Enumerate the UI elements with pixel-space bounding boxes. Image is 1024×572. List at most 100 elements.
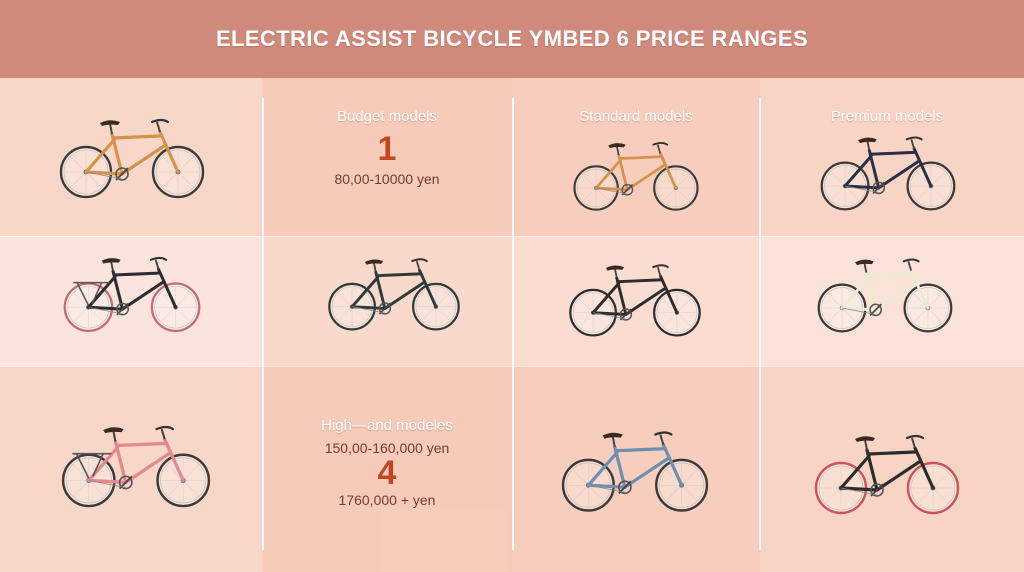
down-tube — [874, 282, 917, 312]
wheel-spoke — [676, 312, 692, 328]
bicycle-image — [814, 434, 960, 515]
high-end-label: High—and modeles — [321, 417, 453, 434]
top-tube — [868, 150, 916, 156]
wheel-spoke — [825, 472, 842, 489]
saddle — [364, 259, 384, 265]
top-tube — [111, 134, 162, 140]
wheel-spoke — [662, 187, 677, 202]
handlebar — [150, 118, 170, 124]
saddle — [605, 265, 625, 271]
wheel-spoke — [932, 472, 949, 489]
wheel-spoke — [578, 312, 594, 328]
fork — [163, 437, 185, 483]
bicycle-image — [63, 256, 201, 333]
wheel-spoke — [177, 156, 194, 173]
wheel-spoke — [162, 171, 179, 188]
wheel-spoke — [930, 171, 946, 187]
wheel-spoke — [73, 292, 89, 308]
wheel-spoke — [160, 307, 176, 323]
wheel-spoke — [183, 464, 200, 481]
chain — [593, 312, 626, 320]
wheel-spoke — [88, 480, 105, 497]
wheel-spoke — [70, 171, 87, 188]
seat-tube — [113, 439, 128, 485]
wheel-spoke — [588, 485, 605, 502]
wheel-spoke — [592, 312, 608, 328]
column-tint — [760, 78, 1024, 572]
wheel-spoke — [830, 171, 846, 187]
bicycle-image — [561, 431, 709, 512]
wheel-spoke — [421, 306, 437, 322]
handlebar — [905, 136, 923, 141]
wheel-spoke — [841, 307, 857, 323]
saddle — [602, 432, 623, 439]
seat-post — [864, 439, 868, 451]
seat-stay — [840, 276, 870, 310]
chainring — [870, 483, 884, 497]
saddle — [608, 143, 626, 149]
column-tint — [262, 78, 512, 572]
stem — [154, 259, 160, 270]
wheel-spoke — [917, 487, 934, 504]
handlebar — [149, 256, 168, 261]
column-tint — [0, 78, 262, 572]
seat-post — [112, 430, 117, 442]
top-tube — [114, 441, 167, 448]
wheel-spoke — [337, 306, 353, 322]
chainring — [617, 480, 632, 495]
chain — [88, 479, 126, 488]
wheel-spoke — [676, 298, 692, 313]
title-banner: ELECTRIC ASSIST BICYCLE YMBED 6 PRICE RA… — [0, 0, 1024, 78]
top-tube — [112, 271, 161, 277]
wheel-spoke — [435, 292, 451, 307]
wheel-spoke — [175, 292, 191, 308]
rear-rack — [73, 281, 110, 306]
stem — [656, 266, 662, 277]
column-header-budget: Budget models — [336, 108, 438, 125]
saddle — [101, 258, 121, 264]
fork — [157, 267, 178, 309]
wheel-spoke — [572, 485, 589, 502]
seat-post — [614, 268, 618, 279]
chainring — [869, 303, 883, 317]
stem — [911, 437, 916, 449]
down-tube — [623, 457, 670, 489]
column-header-standard: Standard models — [579, 108, 693, 125]
bicycle-image — [569, 264, 701, 337]
seat-stay — [586, 451, 619, 487]
wheel-spoke — [582, 174, 597, 189]
bicycle-image — [61, 425, 211, 508]
chainring — [619, 308, 633, 321]
column-header-premium: Premium models — [830, 108, 944, 125]
seat-post — [863, 263, 868, 273]
fork — [418, 268, 438, 309]
handlebar — [654, 431, 673, 436]
fork — [661, 443, 684, 487]
wheel-spoke — [167, 480, 184, 497]
bicycle-image — [59, 118, 205, 199]
bicycle-image — [573, 141, 699, 211]
seat-tube — [111, 269, 125, 311]
budget-number: 1 — [377, 130, 397, 168]
handlebar — [902, 258, 920, 263]
wheel-spoke — [844, 185, 860, 201]
down-tube — [625, 164, 666, 192]
wheel-spoke — [175, 307, 191, 323]
wheel-spoke — [927, 293, 943, 309]
down-tube — [121, 281, 164, 311]
bicycle-image — [817, 258, 953, 333]
wheel-spoke — [825, 487, 842, 504]
chain — [841, 307, 876, 315]
seat-stay — [350, 276, 380, 309]
wheel-spoke — [675, 187, 690, 202]
top-tube — [614, 447, 665, 453]
high-end-number: 4 — [377, 454, 397, 492]
column-divider — [512, 98, 514, 550]
seat-stay — [839, 454, 871, 490]
top-tube — [375, 272, 421, 278]
seat-tube — [613, 445, 627, 489]
wheel-spoke — [827, 307, 843, 323]
seat-stay — [843, 154, 873, 188]
wheel-spoke — [72, 464, 89, 481]
seat-tube — [615, 276, 628, 316]
